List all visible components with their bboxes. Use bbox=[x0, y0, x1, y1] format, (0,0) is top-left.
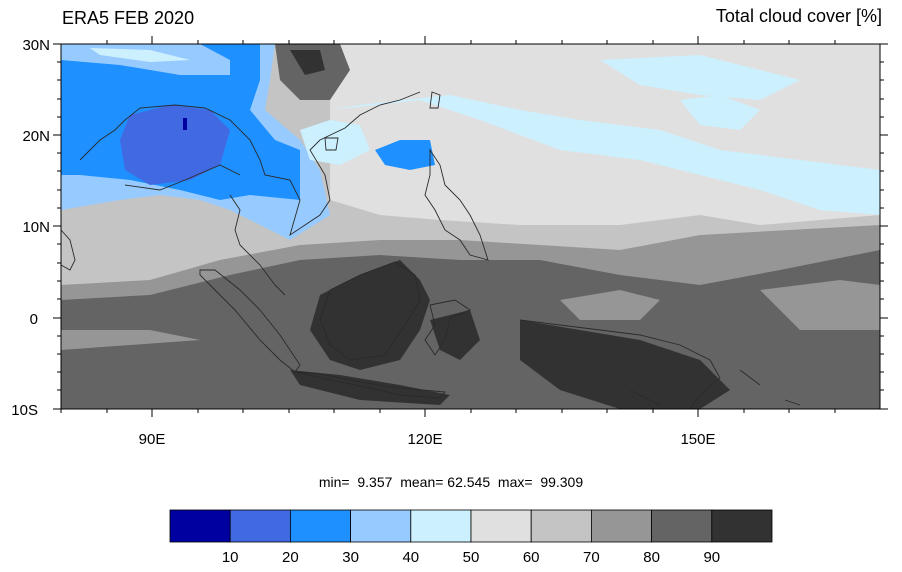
lon-label-90e: 90E bbox=[139, 431, 166, 448]
colorbar-box bbox=[350, 509, 412, 543]
colorbar: 10 20 30 40 50 60 70 80 90 bbox=[169, 509, 773, 566]
colorbar-box bbox=[651, 509, 713, 543]
cloud-cover-map: 30N 20N 10N 0 10S 90E 120E 150E bbox=[11, 36, 888, 448]
left-title: ERA5 FEB 2020 bbox=[62, 8, 195, 28]
lat-label-10n: 10N bbox=[22, 219, 50, 236]
lon-ticks bbox=[60, 36, 836, 417]
stats-mean-value: 62.545 bbox=[447, 474, 491, 490]
colorbar-label: 20 bbox=[282, 549, 299, 566]
colorbar-box bbox=[229, 509, 291, 543]
colorbar-box bbox=[289, 509, 351, 543]
map-fill-layer bbox=[61, 44, 880, 409]
colorbar-label: 40 bbox=[402, 549, 419, 566]
lat-ticks bbox=[53, 43, 888, 410]
right-title: Total cloud cover [%] bbox=[715, 6, 882, 26]
colorbar-label: 80 bbox=[643, 549, 660, 566]
stats-max-label: max= bbox=[497, 474, 533, 490]
stats-max-value: 99.309 bbox=[540, 474, 584, 490]
lat-label-0: 0 bbox=[30, 311, 38, 328]
colorbar-box bbox=[711, 509, 773, 543]
colorbar-box bbox=[470, 509, 532, 543]
stats-min-value: 9.357 bbox=[357, 474, 393, 490]
stats-mean-label: mean= bbox=[400, 474, 444, 490]
lon-label-150e: 150E bbox=[680, 431, 715, 448]
colorbar-label: 10 bbox=[222, 549, 239, 566]
lon-label-120e: 120E bbox=[407, 431, 442, 448]
coastlines bbox=[61, 91, 801, 409]
lat-label-30n: 30N bbox=[22, 37, 50, 54]
colorbar-box bbox=[591, 509, 653, 543]
colorbar-label: 50 bbox=[463, 549, 480, 566]
colorbar-label: 70 bbox=[583, 549, 600, 566]
colorbar-box bbox=[169, 509, 231, 543]
stats-min-label: min= bbox=[318, 474, 350, 490]
colorbar-label: 90 bbox=[703, 549, 720, 566]
colorbar-label: 60 bbox=[523, 549, 540, 566]
lat-label-10s: 10S bbox=[11, 402, 38, 419]
stats-line: min= 9.357 mean= 62.545 max= 99.309 bbox=[0, 474, 902, 490]
colorbar-label: 30 bbox=[342, 549, 359, 566]
colorbar-box bbox=[410, 509, 472, 543]
lat-label-20n: 20N bbox=[22, 128, 50, 145]
colorbar-box bbox=[530, 509, 592, 543]
